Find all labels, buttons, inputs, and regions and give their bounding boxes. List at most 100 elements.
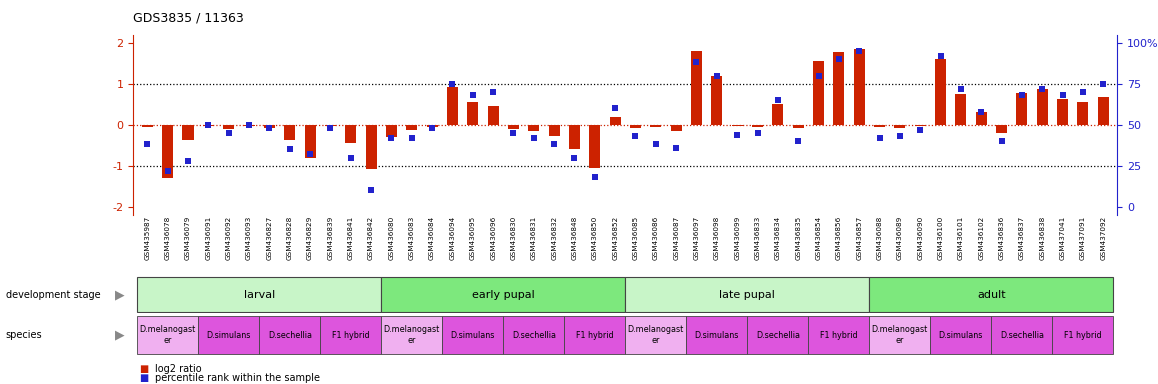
Text: GSM436101: GSM436101	[958, 216, 963, 260]
Bar	[834, 52, 844, 125]
Text: D.simulans: D.simulans	[695, 331, 739, 339]
Text: GSM436085: GSM436085	[632, 216, 638, 260]
Text: D.melanogast
er: D.melanogast er	[872, 325, 928, 345]
Text: GSM436841: GSM436841	[347, 216, 354, 260]
Text: GSM436079: GSM436079	[185, 216, 191, 260]
Text: GSM436835: GSM436835	[796, 216, 801, 260]
Bar	[1098, 97, 1109, 125]
Text: GSM436084: GSM436084	[430, 216, 435, 260]
Text: D.simulans: D.simulans	[939, 331, 983, 339]
Text: D.sechellia: D.sechellia	[999, 331, 1043, 339]
Text: GSM436830: GSM436830	[511, 216, 516, 260]
Bar	[488, 106, 499, 125]
Bar	[284, 125, 295, 141]
Bar	[996, 125, 1007, 133]
Bar	[732, 125, 742, 126]
Text: ■: ■	[139, 373, 148, 383]
Text: GSM436083: GSM436083	[409, 216, 415, 260]
Bar	[549, 125, 559, 136]
Bar	[894, 125, 906, 128]
Text: GSM436854: GSM436854	[815, 216, 821, 260]
Text: GSM436848: GSM436848	[572, 216, 578, 260]
Text: GSM436086: GSM436086	[653, 216, 659, 260]
Bar	[381, 316, 442, 354]
Text: D.melanogast
er: D.melanogast er	[140, 325, 196, 345]
Text: GSM436100: GSM436100	[938, 216, 944, 260]
Bar	[406, 125, 417, 130]
Bar	[386, 125, 397, 137]
Bar	[325, 125, 336, 126]
Text: GSM436852: GSM436852	[613, 216, 618, 260]
Bar	[955, 94, 967, 125]
Text: GSM435987: GSM435987	[145, 216, 151, 260]
Bar	[687, 316, 747, 354]
Text: GSM436829: GSM436829	[307, 216, 313, 260]
Text: larval: larval	[243, 290, 274, 300]
Bar	[183, 125, 193, 141]
Bar	[711, 76, 723, 125]
Bar	[874, 125, 885, 127]
Text: GSM436837: GSM436837	[1019, 216, 1025, 260]
Bar	[935, 59, 946, 125]
Bar	[442, 316, 504, 354]
Bar	[264, 125, 274, 128]
Text: species: species	[6, 330, 43, 340]
Bar	[138, 316, 198, 354]
Bar	[366, 125, 376, 169]
Text: GSM436828: GSM436828	[287, 216, 293, 260]
Text: GSM437041: GSM437041	[1060, 216, 1065, 260]
Bar	[138, 277, 381, 312]
Text: GSM436856: GSM436856	[836, 216, 842, 260]
Bar	[1036, 89, 1048, 125]
Bar	[870, 316, 930, 354]
Bar	[609, 118, 621, 125]
Text: GSM436097: GSM436097	[694, 216, 699, 260]
Text: GSM436093: GSM436093	[247, 216, 252, 260]
Text: GSM436089: GSM436089	[896, 216, 903, 260]
Bar	[991, 316, 1053, 354]
Bar	[625, 316, 687, 354]
Text: ▶: ▶	[116, 329, 125, 341]
Text: GSM436095: GSM436095	[470, 216, 476, 260]
Text: GSM436833: GSM436833	[755, 216, 761, 260]
Bar	[259, 316, 321, 354]
Text: GSM436842: GSM436842	[368, 216, 374, 260]
Text: GSM436078: GSM436078	[164, 216, 170, 260]
Text: GDS3835 / 11363: GDS3835 / 11363	[133, 12, 244, 25]
Bar	[747, 316, 808, 354]
Text: D.simulans: D.simulans	[450, 331, 494, 339]
Text: GSM436099: GSM436099	[734, 216, 740, 260]
Text: D.sechellia: D.sechellia	[756, 331, 800, 339]
Bar	[625, 277, 870, 312]
Bar	[321, 316, 381, 354]
Text: GSM436827: GSM436827	[266, 216, 272, 260]
Text: F1 hybrid: F1 hybrid	[576, 331, 614, 339]
Text: adult: adult	[977, 290, 1005, 300]
Text: GSM436838: GSM436838	[1039, 216, 1046, 260]
Text: GSM436102: GSM436102	[979, 216, 984, 260]
Text: GSM436098: GSM436098	[713, 216, 720, 260]
Bar	[569, 125, 580, 149]
Text: F1 hybrid: F1 hybrid	[332, 331, 369, 339]
Text: percentile rank within the sample: percentile rank within the sample	[155, 373, 320, 383]
Text: D.sechellia: D.sechellia	[512, 331, 556, 339]
Text: late pupal: late pupal	[719, 290, 775, 300]
Bar	[203, 125, 214, 126]
Bar	[752, 125, 763, 127]
Bar	[808, 316, 870, 354]
Text: GSM436839: GSM436839	[328, 216, 334, 260]
Text: ▶: ▶	[116, 288, 125, 301]
Text: GSM436850: GSM436850	[592, 216, 598, 260]
Text: D.simulans: D.simulans	[206, 331, 251, 339]
Text: GSM437091: GSM437091	[1080, 216, 1086, 260]
Bar	[792, 125, 804, 128]
Bar	[528, 125, 540, 131]
Text: GSM436831: GSM436831	[530, 216, 537, 260]
Bar	[381, 277, 625, 312]
Bar	[589, 125, 600, 168]
Bar	[670, 125, 682, 131]
Text: GSM436088: GSM436088	[877, 216, 882, 260]
Text: GSM436094: GSM436094	[449, 216, 455, 260]
Bar	[426, 125, 438, 127]
Bar	[345, 125, 357, 143]
